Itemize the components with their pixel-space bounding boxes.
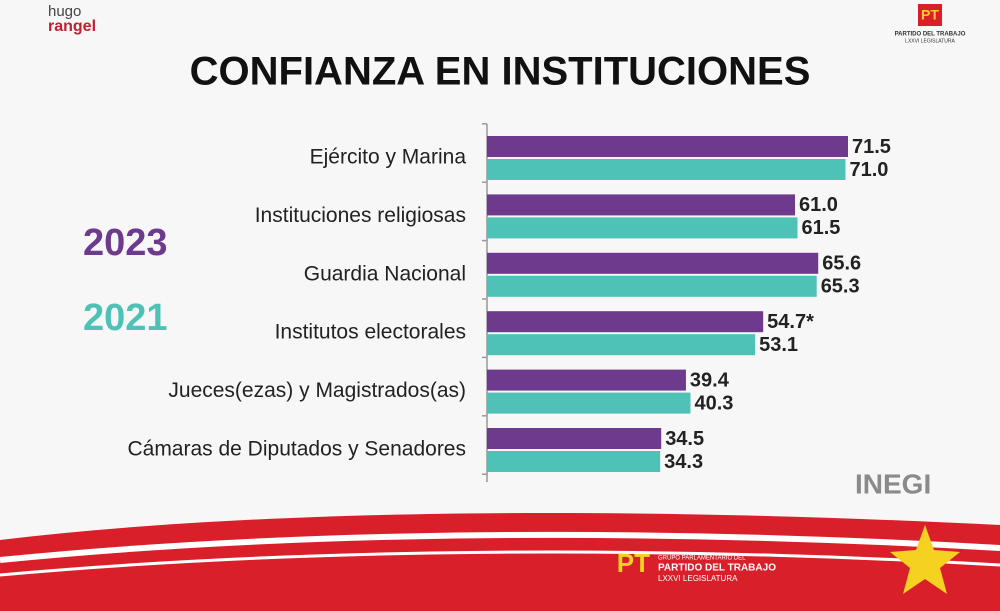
y-tick-label: Ejército y Marina	[310, 146, 467, 169]
legend-label: 2021	[83, 297, 168, 339]
value-label: 54.7*	[767, 311, 814, 333]
logo-text: PT	[617, 548, 650, 578]
bar	[487, 217, 798, 239]
y-tick-label: Jueces(ezas) y Magistrados(as)	[168, 379, 466, 402]
pt-logo	[918, 4, 942, 26]
value-label: 34.3	[664, 451, 703, 473]
bar	[487, 136, 848, 157]
value-label: 65.3	[821, 276, 860, 298]
value-label: 40.3	[694, 392, 733, 414]
logo-text: PARTIDO DEL TRABAJO	[895, 32, 966, 38]
value-label: 65.6	[822, 253, 861, 275]
bar	[487, 451, 661, 472]
bar	[487, 252, 819, 274]
bar	[487, 392, 691, 414]
footer-wave	[0, 513, 1000, 611]
legend-label: 2023	[83, 222, 168, 264]
logo-text: PT	[921, 7, 939, 23]
bar	[487, 194, 795, 216]
value-label: 71.5	[852, 136, 891, 158]
value-label: 39.4	[690, 369, 730, 391]
footer-stripe	[0, 531, 1000, 563]
value-label: 34.5	[665, 428, 704, 450]
bar	[487, 159, 846, 180]
logo-text: PARTIDO DEL TRABAJO	[658, 563, 776, 574]
chart-title: CONFIANZA EN INSTITUCIONES	[190, 50, 811, 94]
bar	[487, 428, 662, 449]
y-tick-label: Instituciones religiosas	[255, 204, 466, 227]
bar	[487, 334, 756, 356]
bar	[487, 275, 817, 297]
logo-text: LXXVI LEGISLATURA	[905, 38, 955, 44]
footer-stripe	[0, 550, 1000, 577]
y-tick-label: Guardia Nacional	[304, 262, 466, 285]
logo-text: GRUPO PARLAMENTARIO DEL	[658, 556, 746, 562]
y-tick-label: Institutos electorales	[275, 321, 466, 344]
value-label: 53.1	[759, 334, 798, 356]
value-label: 71.0	[849, 159, 888, 181]
bar	[487, 369, 686, 391]
y-tick-label: Cámaras de Diputados y Senadores	[127, 438, 466, 461]
star	[890, 525, 960, 594]
value-label: 61.5	[802, 217, 841, 239]
logo-text: rangel	[48, 18, 96, 35]
logo-text: hugo	[48, 3, 81, 20]
logo-text: LXXVI LEGISLATURA	[658, 574, 738, 583]
bar	[487, 311, 764, 333]
source-logo: INEGI	[855, 468, 931, 499]
value-label: 61.0	[799, 194, 838, 216]
